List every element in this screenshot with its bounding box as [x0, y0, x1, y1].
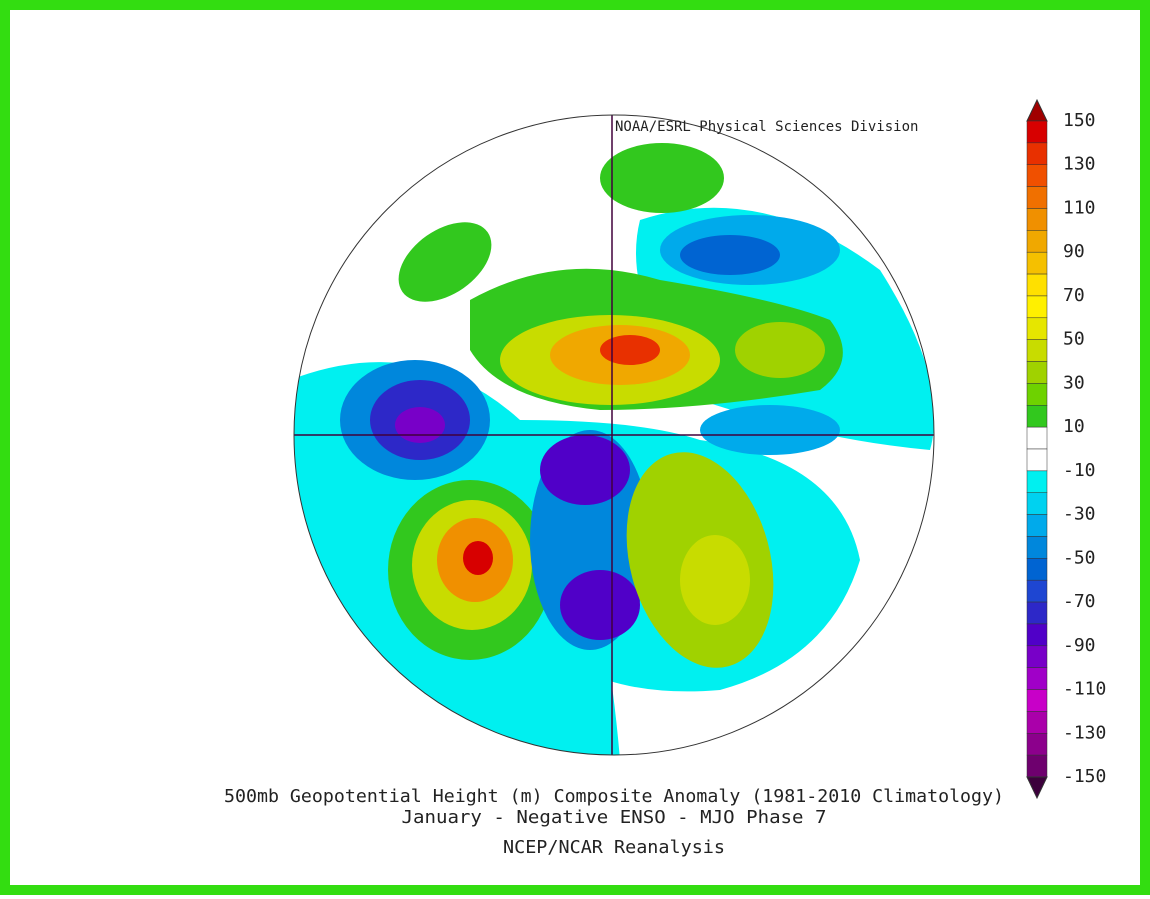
colorbar: 150 130 110 90 70 50 30 10 -10 -30 -50 -70 -90 -110 -1…	[1026, 98, 1106, 800]
colorbar-swatch	[1026, 295, 1048, 319]
colorbar-label: -130	[1063, 722, 1106, 743]
colorbar-swatch	[1026, 426, 1048, 450]
map-border	[293, 114, 935, 756]
credit: NOAA/ESRL Physical Sciences Division	[615, 119, 918, 135]
colorbar-swatch	[1026, 754, 1048, 778]
colorbar-swatch	[1026, 667, 1048, 690]
colorbar-label: 110	[1063, 197, 1096, 218]
colorbar-label: -10	[1063, 460, 1096, 481]
colorbar-swatch	[1026, 383, 1048, 406]
colorbar-swatch	[1026, 601, 1048, 625]
colorbar-label: -70	[1063, 591, 1096, 612]
colorbar-swatch	[1026, 711, 1048, 734]
colorbar-label: 150	[1063, 110, 1096, 131]
colorbar-label: 130	[1063, 154, 1096, 175]
colorbar-swatch	[1026, 361, 1048, 384]
colorbar-swatch	[1026, 142, 1048, 165]
colorbar-label: -90	[1063, 635, 1096, 656]
colorbar-swatch	[1026, 470, 1048, 493]
colorbar-label: 50	[1063, 329, 1085, 350]
colorbar-label: 90	[1063, 241, 1085, 262]
colorbar-swatch	[1026, 536, 1048, 559]
colorbar-swatch	[1026, 623, 1048, 647]
colorbar-swatch	[1026, 230, 1048, 253]
title: 500mb Geopotential Height (m) Composite …	[224, 786, 1004, 807]
colorbar-label: 70	[1063, 285, 1085, 306]
colorbar-swatch	[1026, 558, 1048, 581]
colorbar-swatch	[1026, 579, 1048, 603]
colorbar-label: 10	[1063, 416, 1085, 437]
source: NCEP/NCAR Reanalysis	[503, 837, 725, 858]
colorbar-swatch	[1026, 405, 1048, 428]
colorbar-swatch	[1026, 251, 1048, 275]
colorbar-swatch	[1026, 339, 1048, 362]
colorbar-label: -110	[1063, 679, 1106, 700]
map	[294, 115, 934, 755]
colorbar-bottom	[1026, 776, 1048, 800]
colorbar-swatch	[1026, 273, 1048, 297]
colorbar-label: -30	[1063, 504, 1096, 525]
colorbar-swatch	[1026, 208, 1048, 231]
colorbar-swatch	[1026, 317, 1048, 340]
subtitle: January - Negative ENSO - MJO Phase 7	[402, 807, 827, 828]
colorbar-swatch	[1026, 186, 1048, 209]
colorbar-label: -150	[1063, 766, 1106, 787]
colorbar-swatch	[1026, 733, 1048, 756]
colorbar-swatch	[1026, 120, 1048, 144]
colorbar-swatch	[1026, 164, 1048, 187]
colorbar-swatch	[1026, 645, 1048, 668]
colorbar-swatch	[1026, 448, 1048, 472]
colorbar-label: -50	[1063, 547, 1096, 568]
colorbar-label: 30	[1063, 372, 1085, 393]
colorbar-swatch	[1026, 514, 1048, 537]
colorbar-swatch	[1026, 689, 1048, 712]
colorbar-swatch	[1026, 492, 1048, 515]
